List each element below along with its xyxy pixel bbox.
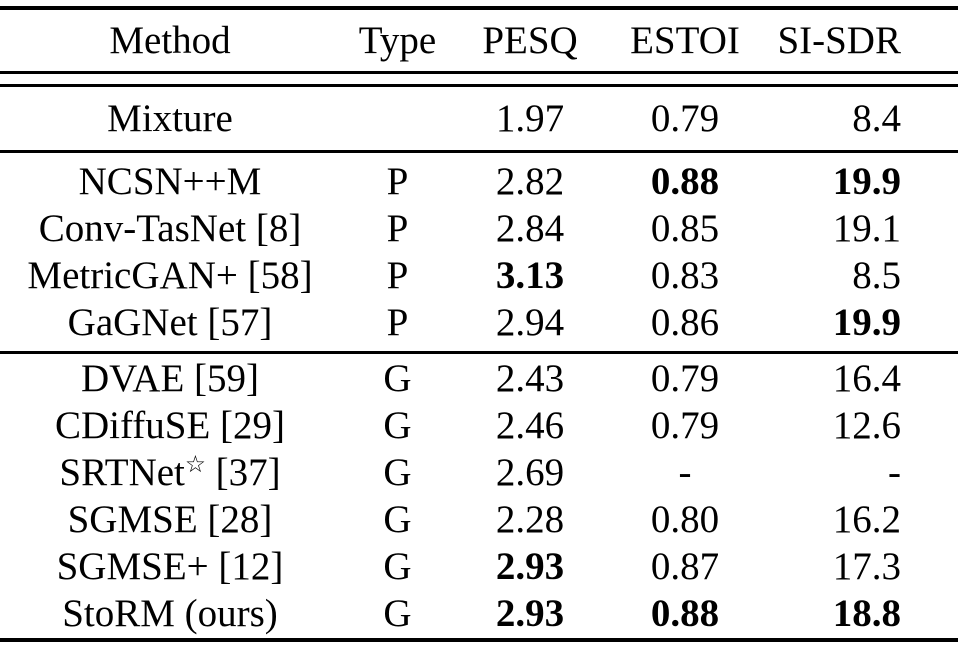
table-row: DVAE [59] G 2.43 0.79 16.4 [0,355,958,402]
estoi-cell: 0.83 [650,254,720,297]
table-row: NCSN++M P 2.82 0.88 19.9 [0,158,958,205]
method-name: Mixture [107,97,233,140]
column-header-sisdr: SI-SDR [777,19,901,62]
type-cell: P [386,207,409,250]
type-cell: P [386,160,409,203]
sisdr-cell: 19.9 [832,301,901,344]
method-name: GaGNet [57] [67,301,273,344]
table-bottom-rule [0,638,958,642]
method-name: DVAE [59] [80,357,259,400]
pesq-cell: 2.94 [495,301,565,344]
table-section-generative: DVAE [59] G 2.43 0.79 16.4 CDiffuSE [29]… [0,354,958,638]
star-superscript: ☆ [184,452,206,479]
header-double-rule-gap [0,74,958,84]
pesq-cell: 1.97 [495,97,565,140]
table-row: SRTNet☆ [37] G 2.69 - - [0,449,958,496]
pesq-cell: 2.46 [495,404,565,447]
sisdr-cell: 8.4 [852,97,901,140]
method-cell: DVAE [59] [0,359,340,398]
header-double-rule-top [0,71,958,74]
table-top-rule [0,6,958,10]
table-row: SGMSE [28] G 2.28 0.80 16.2 [0,496,958,543]
estoi-cell: 0.79 [650,404,720,447]
estoi-cell: 0.88 [650,160,720,203]
estoi-cell: 0.79 [650,357,720,400]
table-row: CDiffuSE [29] G 2.46 0.79 12.6 [0,402,958,449]
table-row: GaGNet [57] P 2.94 0.86 19.9 [0,299,958,346]
table-row: Mixture 1.97 0.79 8.4 [0,87,958,150]
header-double-rule-bottom [0,84,958,87]
estoi-cell: 0.79 [650,97,720,140]
estoi-cell: 0.87 [650,545,720,588]
sisdr-cell: - [888,451,901,494]
table-row: StoRM (ours) G 2.93 0.88 18.8 [0,590,958,637]
method-cell: NCSN++M [0,162,340,201]
method-cell: SRTNet☆ [37] [0,453,340,492]
method-name: SGMSE+ [12] [56,545,284,588]
pesq-cell: 2.28 [495,498,565,541]
column-header-type: Type [358,19,437,62]
method-citation: [37] [205,451,281,494]
method-cell: MetricGAN+ [58] [0,256,340,295]
table-header-row: Method Type PESQ ESTOI SI-SDR [0,10,958,71]
method-name: MetricGAN+ [58] [27,254,313,297]
method-name: StoRM (ours) [62,592,278,635]
estoi-cell: 0.86 [650,301,720,344]
method-cell: StoRM (ours) [0,594,340,633]
type-cell: G [383,357,412,400]
method-cell: SGMSE [28] [0,500,340,539]
sisdr-cell: 19.9 [832,160,901,203]
column-header-pesq: PESQ [482,19,578,62]
pesq-cell: 3.13 [495,254,565,297]
column-header-estoi: ESTOI [630,19,740,62]
pesq-cell: 2.84 [495,207,565,250]
sisdr-cell: 16.4 [832,357,901,400]
pesq-cell: 2.82 [495,160,565,203]
method-name: Conv-TasNet [8] [38,207,302,250]
estoi-cell: 0.85 [650,207,720,250]
estoi-cell: 0.80 [650,498,720,541]
estoi-cell: 0.88 [650,592,720,635]
pesq-cell: 2.43 [495,357,565,400]
method-cell: GaGNet [57] [0,303,340,342]
table-row: Conv-TasNet [8] P 2.84 0.85 19.1 [0,205,958,252]
table-section-mixture: Mixture 1.97 0.79 8.4 [0,87,958,150]
method-cell: Mixture [0,99,340,138]
column-header-method: Method [109,19,231,62]
method-cell: CDiffuSE [29] [0,406,340,445]
method-cell: Conv-TasNet [8] [0,209,340,248]
table-row: MetricGAN+ [58] P 3.13 0.83 8.5 [0,252,958,299]
section-divider-rule-1 [0,150,958,153]
sisdr-cell: 12.6 [832,404,901,447]
sisdr-cell: 8.5 [852,254,901,297]
estoi-cell: - [678,451,692,494]
type-cell: G [383,592,412,635]
type-cell: P [386,301,409,344]
table-row: SGMSE+ [12] G 2.93 0.87 17.3 [0,543,958,590]
method-name: SGMSE [28] [67,498,273,541]
section-divider-rule-2 [0,351,958,354]
type-cell: G [383,545,412,588]
sisdr-cell: 18.8 [832,592,901,635]
pesq-cell: 2.93 [495,545,565,588]
sisdr-cell: 17.3 [832,545,901,588]
pesq-cell: 2.93 [495,592,565,635]
type-cell: G [383,451,412,494]
type-cell: G [383,498,412,541]
method-name: NCSN++M [78,160,262,203]
method-name: SRTNet [59,451,185,494]
method-cell: SGMSE+ [12] [0,547,340,586]
table-section-predictive: NCSN++M P 2.82 0.88 19.9 Conv-TasNet [8]… [0,153,958,351]
type-cell: G [383,404,412,447]
sisdr-cell: 19.1 [832,207,901,250]
pesq-cell: 2.69 [495,451,565,494]
sisdr-cell: 16.2 [832,498,901,541]
type-cell: P [386,254,409,297]
method-name: CDiffuSE [29] [54,404,286,447]
